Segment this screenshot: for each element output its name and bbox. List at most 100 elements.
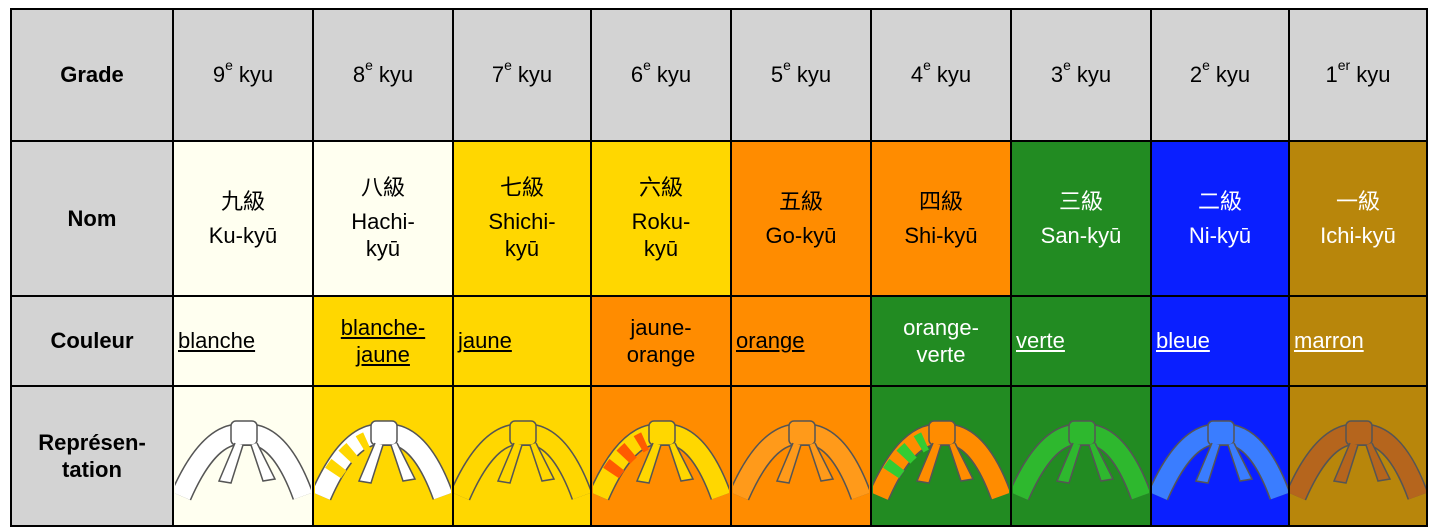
- belt-cell: [730, 385, 872, 527]
- grade-unit: kyu: [238, 62, 274, 88]
- grade-cell: 5e kyu: [730, 8, 872, 142]
- grade-suffix: e: [365, 57, 373, 74]
- belt-knot: [928, 420, 956, 446]
- table-row: Représen-tation: [10, 385, 1428, 527]
- grade-unit: kyu: [1076, 62, 1112, 88]
- grade-number: 2: [1189, 62, 1203, 88]
- belt-icon: [315, 420, 451, 501]
- kanji: 八級: [360, 175, 405, 201]
- grade-suffix: er: [1337, 57, 1351, 74]
- grade-unit: kyu: [517, 62, 553, 88]
- color-cell: marron: [1288, 295, 1428, 387]
- grade-cell: 6e kyu: [590, 8, 732, 142]
- belt-knot: [1068, 420, 1096, 446]
- grade-number: 3: [1050, 62, 1064, 88]
- row-header: Grade: [10, 8, 174, 142]
- kanji: 五級: [778, 189, 823, 214]
- color-cell: blanche-jaune: [312, 295, 454, 387]
- grade-unit: kyu: [1356, 62, 1391, 88]
- kanji: 三級: [1058, 189, 1103, 214]
- belt-stripe: [325, 432, 372, 479]
- color-cell: jaune: [452, 295, 592, 387]
- grade-suffix: e: [643, 57, 651, 74]
- kanji: 九級: [220, 189, 265, 214]
- grade-suffix: e: [1202, 57, 1210, 74]
- grade-unit: kyu: [796, 62, 832, 88]
- color-cell: orange-verte: [870, 295, 1012, 387]
- belt-knot: [648, 420, 676, 446]
- belt-icon: [593, 420, 729, 501]
- name-cell: 四級 Shi-kyū: [870, 140, 1012, 297]
- grade-cell: 3e kyu: [1010, 8, 1152, 142]
- belt-knot: [509, 420, 537, 446]
- color-cell: blanche: [172, 295, 314, 387]
- grade-cell: 4e kyu: [870, 8, 1012, 142]
- romaji: Shi-kyū: [904, 222, 978, 248]
- kanji: 二級: [1197, 189, 1242, 214]
- name-cell: 九級 Ku-kyū: [172, 140, 314, 297]
- name-cell: 二級 Ni-kyū: [1150, 140, 1290, 297]
- belt-cell: [1150, 385, 1290, 527]
- color-link[interactable]: orange: [736, 328, 805, 354]
- grade-cell: 8e kyu: [312, 8, 454, 142]
- color-link[interactable]: marron: [1294, 328, 1364, 354]
- kanji: 四級: [918, 189, 963, 214]
- grade-number: 9: [212, 62, 226, 88]
- color-link[interactable]: jaune: [458, 328, 512, 354]
- belt-knot: [1345, 420, 1373, 446]
- romaji: Ichi-kyū: [1320, 222, 1396, 248]
- grade-suffix: e: [225, 57, 233, 74]
- romaji: Go-kyū: [765, 222, 837, 248]
- grade-unit: kyu: [656, 62, 692, 88]
- kyu-table: Grade 9e kyu 8e kyu 7e kyu 6e kyu 5e kyu 4e kyu 3e kyu…: [10, 8, 1428, 527]
- color-link[interactable]: verte: [1016, 328, 1065, 354]
- belt-tails: [1055, 442, 1115, 484]
- color-cell: jaune-orange: [590, 295, 732, 387]
- grade-number: 1: [1325, 62, 1338, 88]
- belt-tails: [217, 442, 277, 484]
- name-cell: 三級 San-kyū: [1010, 140, 1152, 297]
- grade-unit: kyu: [936, 62, 972, 88]
- belt-cell: [590, 385, 732, 527]
- belt-cell: [172, 385, 314, 527]
- name-cell: 七級 Shichi-kyū: [452, 140, 592, 297]
- grade-suffix: e: [1063, 57, 1071, 74]
- belt-icon: [873, 420, 1009, 501]
- table-row: Grade 9e kyu 8e kyu 7e kyu 6e kyu 5e kyu 4e kyu 3e kyu…: [10, 8, 1428, 142]
- color-link[interactable]: blanche: [178, 328, 256, 354]
- romaji: Roku-kyū: [631, 208, 691, 262]
- color-cell: bleue: [1150, 295, 1290, 387]
- belt-icon: [733, 420, 869, 501]
- name-cell: 六級 Roku-kyū: [590, 140, 732, 297]
- color-cell: orange: [730, 295, 872, 387]
- belt-tails: [775, 442, 835, 484]
- color-link[interactable]: bleue: [1156, 328, 1210, 354]
- belt-stripe: [883, 432, 930, 479]
- grade-number: 5: [770, 62, 784, 88]
- romaji: Hachi-kyū: [351, 208, 415, 262]
- color-link[interactable]: orange-verte: [903, 314, 979, 368]
- color-link[interactable]: blanche-jaune: [340, 314, 426, 368]
- grade-unit: kyu: [1215, 62, 1251, 88]
- row-header: Couleur: [10, 295, 174, 387]
- grade-unit: kyu: [378, 62, 414, 88]
- color-link[interactable]: jaune-orange: [626, 314, 696, 368]
- grade-cell: 7e kyu: [452, 8, 592, 142]
- belt-cell: [312, 385, 454, 527]
- name-cell: 八級 Hachi-kyū: [312, 140, 454, 297]
- romaji: Shichi-kyū: [488, 208, 556, 262]
- belt-icon: [1152, 420, 1288, 501]
- kanji: 七級: [499, 175, 544, 201]
- grade-number: 8: [352, 62, 366, 88]
- romaji: Ni-kyū: [1188, 222, 1252, 248]
- belt-tails: [357, 442, 417, 484]
- belt-tails: [915, 442, 975, 484]
- kanji: 一級: [1335, 189, 1380, 214]
- grade-suffix: e: [504, 57, 512, 74]
- belt-knot: [230, 420, 258, 446]
- row-header: Nom: [10, 140, 174, 297]
- belt-tails: [1194, 442, 1254, 484]
- belt-icon: [454, 420, 590, 501]
- belt-cell: [1010, 385, 1152, 527]
